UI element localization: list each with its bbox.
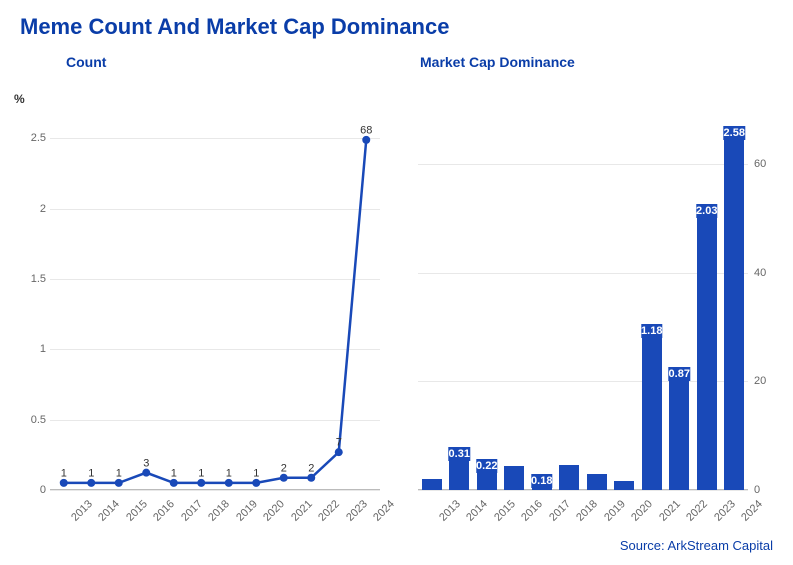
bar <box>559 465 579 490</box>
y-tick-label: 0.5 <box>6 414 46 426</box>
y-tick-label: 0 <box>754 484 784 496</box>
line-series <box>50 110 380 490</box>
main-title: Meme Count And Market Cap Dominance <box>20 14 449 40</box>
bar <box>614 481 634 490</box>
point-label: 1 <box>116 467 122 479</box>
x-tick-label: 2015 <box>124 498 150 524</box>
x-tick-label: 2017 <box>179 498 205 524</box>
x-tick-label: 2013 <box>69 498 95 524</box>
x-tick-label: 2018 <box>574 498 600 524</box>
subtitle-count: Count <box>66 54 106 70</box>
y-tick-label: 0 <box>6 484 46 496</box>
y-axis-unit: % <box>14 92 25 106</box>
y-tick-label: 20 <box>754 375 784 387</box>
point-label: 3 <box>143 457 149 469</box>
bar <box>587 474 607 490</box>
x-tick-label: 2014 <box>96 498 122 524</box>
bar <box>422 479 442 490</box>
point-label: 1 <box>171 467 177 479</box>
point-label: 1 <box>226 467 232 479</box>
chart-mcap: 02040600.310.220.181.180.872.032.5820132… <box>418 110 748 490</box>
subtitle-mcap: Market Cap Dominance <box>420 54 575 70</box>
gridline <box>418 490 748 491</box>
x-tick-label: 2016 <box>519 498 545 524</box>
x-tick-label: 2019 <box>602 498 628 524</box>
x-tick-label: 2021 <box>657 498 683 524</box>
x-tick-label: 2022 <box>684 498 710 524</box>
x-tick-label: 2015 <box>492 498 518 524</box>
bar <box>669 367 689 490</box>
bar <box>642 324 662 490</box>
gridline <box>418 164 748 165</box>
point-label: 1 <box>88 467 94 479</box>
bar-label: 0.87 <box>669 367 690 381</box>
y-tick-label: 2.5 <box>6 132 46 144</box>
bar-label: 0.31 <box>449 447 470 461</box>
point-label: 2 <box>308 462 314 474</box>
point-label: 7 <box>336 437 342 449</box>
bar-label: 2.03 <box>696 204 717 218</box>
x-tick-label: 2023 <box>712 498 738 524</box>
bar <box>697 204 717 490</box>
point-label: 1 <box>253 467 259 479</box>
x-tick-label: 2013 <box>437 498 463 524</box>
y-tick-label: 2 <box>6 203 46 215</box>
x-tick-label: 2016 <box>151 498 177 524</box>
gridline <box>50 490 380 491</box>
x-tick-label: 2023 <box>344 498 370 524</box>
y-tick-label: 1 <box>6 343 46 355</box>
x-tick-label: 2020 <box>261 498 287 524</box>
bar-label: 0.18 <box>531 474 552 488</box>
x-tick-label: 2024 <box>371 498 397 524</box>
bar <box>504 466 524 490</box>
y-tick-label: 60 <box>754 158 784 170</box>
x-tick-label: 2018 <box>206 498 232 524</box>
x-tick-label: 2021 <box>289 498 315 524</box>
bar <box>724 126 744 490</box>
x-tick-label: 2024 <box>739 498 765 524</box>
point-label: 2 <box>281 462 287 474</box>
point-label: 1 <box>61 467 67 479</box>
point-label: 1 <box>198 467 204 479</box>
source-text: Source: ArkStream Capital <box>620 538 773 553</box>
x-tick-label: 2022 <box>316 498 342 524</box>
x-tick-label: 2020 <box>629 498 655 524</box>
bar-label: 0.22 <box>476 459 497 473</box>
point-label: 68 <box>360 124 372 136</box>
chart-count: 00.511.522.51113111122768201320142015201… <box>50 110 380 490</box>
x-tick-label: 2014 <box>464 498 490 524</box>
bar-label: 2.58 <box>724 126 745 140</box>
x-tick-label: 2019 <box>234 498 260 524</box>
bar-label: 1.18 <box>641 324 662 338</box>
y-tick-label: 40 <box>754 267 784 279</box>
x-tick-label: 2017 <box>547 498 573 524</box>
y-tick-label: 1.5 <box>6 273 46 285</box>
